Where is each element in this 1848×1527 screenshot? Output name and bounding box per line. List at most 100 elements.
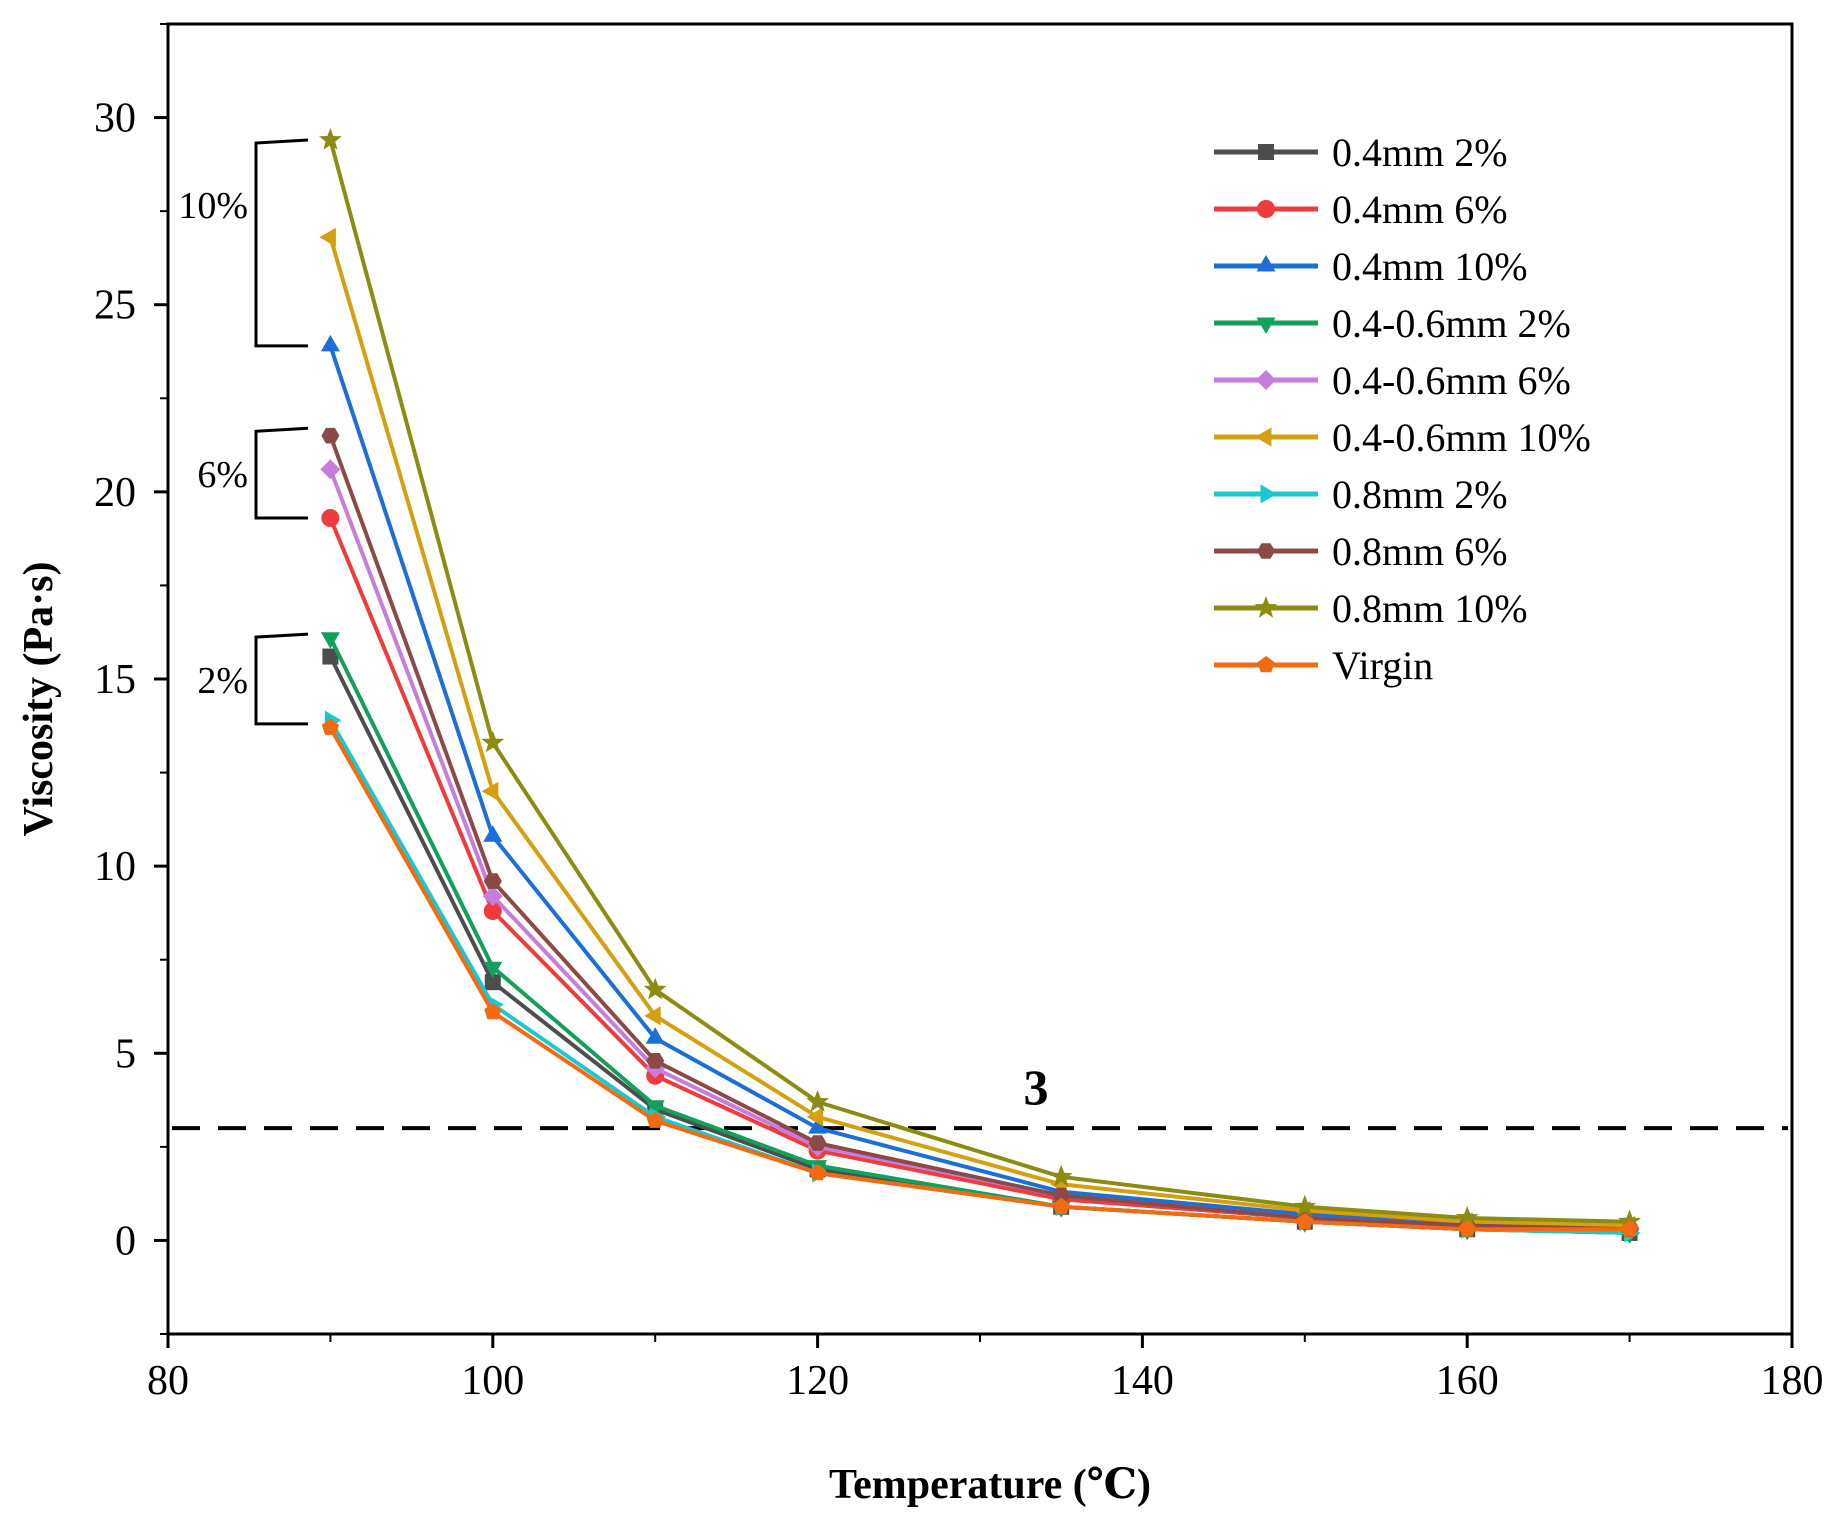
legend-label: 0.4mm 6%: [1332, 187, 1508, 232]
data-point: [319, 128, 342, 150]
series-7: [321, 427, 1639, 1237]
bracket-label: 10%: [178, 185, 248, 227]
legend-label: 0.8mm 10%: [1332, 586, 1528, 631]
legend-label: 0.8mm 6%: [1332, 529, 1508, 574]
data-point: [1621, 1220, 1639, 1237]
data-point: [319, 227, 336, 247]
series-line: [328, 139, 1630, 1224]
y-tick-label: 5: [115, 1031, 136, 1077]
data-point: [643, 977, 667, 1000]
legend-marker: [1256, 370, 1276, 390]
data-point: [320, 459, 341, 480]
y-tick-label: 15: [94, 657, 136, 703]
legend-entry: 0.8mm 10%: [1214, 586, 1528, 631]
series-line: [328, 719, 1630, 1235]
data-point: [645, 1027, 665, 1044]
data-point: [1293, 1194, 1317, 1217]
data-point: [1296, 1212, 1314, 1229]
y-tick-label: 0: [115, 1218, 136, 1264]
y-tick-label: 30: [94, 96, 136, 142]
data-point: [481, 781, 499, 801]
legend-marker: [1257, 656, 1275, 673]
data-point: [1458, 1220, 1476, 1237]
data-point: [646, 1111, 664, 1128]
data-point: [320, 334, 340, 352]
legend-marker: [1257, 200, 1275, 218]
legend: 0.4mm 2% 0.4mm 6% 0.4mm 10% 0.4-0.6mm 2% 0.4…: [1214, 130, 1591, 688]
legend-marker: [1257, 543, 1275, 559]
series-4: [320, 459, 1640, 1240]
bracket-6%: [254, 426, 309, 520]
data-point: [483, 873, 502, 889]
reference-line-label: 3: [1024, 1059, 1049, 1115]
y-tick-label: 25: [94, 283, 136, 329]
bracket-label: 2%: [197, 660, 248, 702]
axes-layer: 80 100 120 140 160 180 0 5 10 15 20 25 30 Temperature…: [16, 22, 1824, 1508]
legend-entry: 0.4-0.6mm 2%: [1214, 301, 1571, 346]
data-point: [321, 509, 340, 528]
data-point: [484, 974, 501, 991]
legend-label: 0.4-0.6mm 6%: [1332, 358, 1571, 403]
series-layer: [319, 128, 1641, 1244]
data-point: [481, 730, 505, 753]
data-point: [806, 1107, 824, 1127]
series-line: [328, 435, 1630, 1232]
data-point: [1049, 1164, 1073, 1187]
series-8: [319, 128, 1641, 1232]
data-point: [321, 427, 340, 444]
legend-entry: 0.4-0.6mm 6%: [1214, 358, 1571, 403]
bracket-10%: [254, 138, 309, 348]
legend-label: 0.4mm 10%: [1332, 244, 1528, 289]
legend-marker: [1260, 484, 1277, 504]
x-tick-label: 120: [786, 1358, 849, 1404]
x-tick-label: 160: [1436, 1358, 1499, 1404]
data-point: [484, 1003, 502, 1020]
series-line: [328, 236, 1630, 1228]
data-point: [483, 961, 503, 979]
legend-entry: 0.4mm 2%: [1214, 130, 1508, 175]
series-9: [321, 718, 1639, 1237]
series-line: [328, 726, 1630, 1232]
legend-entry: Virgin: [1214, 643, 1433, 688]
legend-marker: [1256, 317, 1276, 334]
data-point: [483, 825, 503, 842]
series-line: [328, 636, 1630, 1235]
legend-entry: 0.8mm 2%: [1214, 472, 1508, 517]
series-line: [328, 468, 1630, 1232]
legend-marker: [1256, 255, 1276, 272]
data-point: [1052, 1187, 1071, 1204]
legend-entry: 0.4mm 6%: [1214, 187, 1508, 232]
bracket-2%: [254, 632, 309, 726]
data-point: [809, 1164, 827, 1181]
y-tick-label: 10: [94, 844, 136, 890]
legend-label: 0.8mm 2%: [1332, 472, 1508, 517]
data-point: [645, 1100, 665, 1117]
legend-label: 0.4-0.6mm 10%: [1332, 415, 1591, 460]
x-tick-label: 100: [461, 1358, 524, 1404]
legend-entry: 0.4-0.6mm 10%: [1214, 415, 1591, 460]
x-axis-title: Temperature (℃): [829, 1462, 1151, 1508]
data-point: [808, 1117, 828, 1134]
legend-marker: [1258, 144, 1274, 160]
data-point: [1455, 1206, 1479, 1228]
data-point: [646, 1053, 665, 1069]
data-point: [1052, 1197, 1070, 1214]
data-point: [320, 632, 340, 649]
data-point: [322, 648, 339, 665]
legend-marker: [1255, 427, 1272, 447]
y-axis-title: Viscosity (Pa·s): [16, 562, 62, 837]
x-tick-label: 80: [147, 1358, 189, 1404]
data-point: [321, 718, 339, 735]
x-tick-label: 140: [1111, 1358, 1174, 1404]
data-point: [483, 902, 502, 921]
data-point: [806, 1089, 829, 1112]
legend-label: Virgin: [1332, 643, 1433, 688]
y-tick-label: 20: [94, 470, 136, 516]
legend-entry: 0.4mm 10%: [1214, 244, 1528, 289]
legend-entry: 0.8mm 6%: [1214, 529, 1508, 574]
legend-label: 0.4mm 2%: [1332, 130, 1508, 175]
data-point: [644, 1006, 661, 1026]
data-point: [808, 1135, 827, 1151]
